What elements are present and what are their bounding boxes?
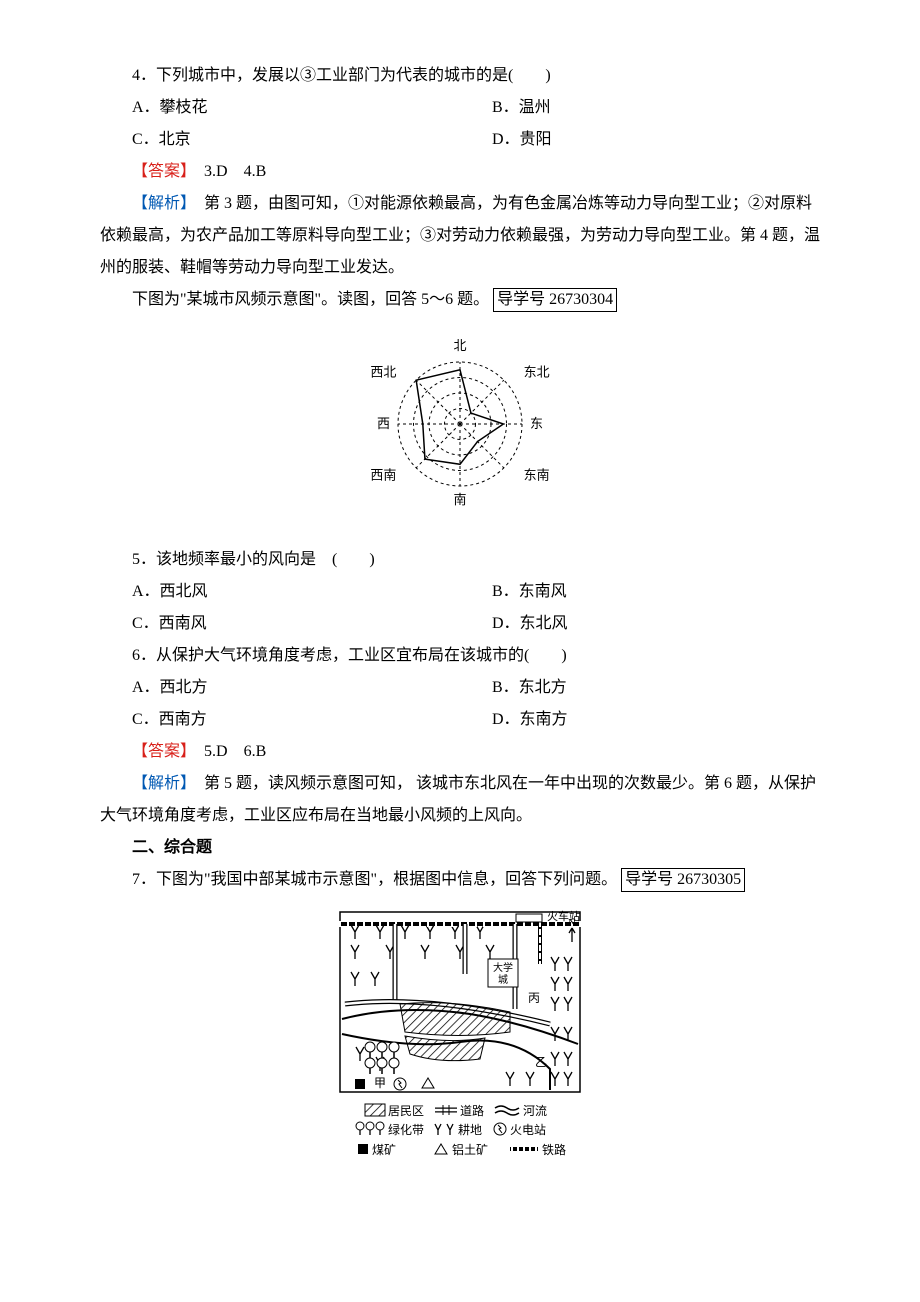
explanation-34: 【解析】 第 3 题，由图可知，①对能源依赖最高，为有色金属冶炼等动力导向型工业… [100, 188, 820, 284]
wind-rose-diagram: 北东北东东南南 西南 西 西北 [100, 324, 820, 536]
city-map-diagram: 火车站N大学城丙甲乙居民区道路河流绿化带耕地火电站煤矿铝土矿铁路 [100, 904, 820, 1196]
svg-text:东南: 东南 [524, 468, 550, 483]
svg-text:城: 城 [498, 974, 508, 986]
svg-text:甲: 甲 [374, 1076, 386, 1090]
question-6-options-row1: A．西北方 B．东北方 [100, 672, 820, 704]
q4-option-a: A．攀枝花 [100, 92, 460, 124]
guide-number-box: 导学号 26730304 [493, 288, 617, 312]
svg-text:火电站: 火电站 [510, 1123, 546, 1137]
svg-text:铝土矿: 铝土矿 [452, 1142, 488, 1157]
guide-number-box-2: 导学号 26730305 [621, 868, 745, 892]
svg-text:铁路: 铁路 [542, 1142, 566, 1157]
svg-text:河流: 河流 [523, 1104, 547, 1118]
svg-text:居民区: 居民区 [388, 1104, 424, 1118]
svg-text:西北: 西北 [370, 364, 396, 379]
question-4-text: 4．下列城市中，发展以③工业部门为代表的城市的是( ) [100, 60, 820, 92]
wind-rose-svg: 北东北东东南南 西南 西 西北 [330, 324, 590, 524]
svg-text:丙: 丙 [528, 991, 540, 1005]
explanation-56: 【解析】 第 5 题，读风频示意图可知， 该城市东北风在一年中出现的次数最少。第… [100, 768, 820, 832]
svg-text:绿化带: 绿化带 [388, 1122, 424, 1137]
city-map-svg: 火车站N大学城丙甲乙居民区道路河流绿化带耕地火电站煤矿铝土矿铁路 [310, 904, 610, 1184]
intro-56-text: 下图为"某城市风频示意图"。读图，回答 5～6 题。 [132, 291, 489, 308]
answer-34-text: 3.D 4.B [188, 163, 266, 180]
svg-text:东: 东 [530, 416, 543, 431]
svg-text:道路: 道路 [460, 1103, 484, 1118]
question-5-options-row2: C．西南风 D．东北风 [100, 608, 820, 640]
svg-text:西南: 西南 [370, 468, 396, 483]
intro-56: 下图为"某城市风频示意图"。读图，回答 5～6 题。 导学号 26730304 [100, 284, 820, 316]
explanation-56-text: 第 5 题，读风频示意图可知， 该城市东北风在一年中出现的次数最少。第 6 题，… [100, 775, 816, 824]
svg-text:煤矿: 煤矿 [372, 1143, 396, 1157]
question-5-text: 5．该地频率最小的风向是 ( ) [100, 544, 820, 576]
analysis-label: 【解析】 [132, 195, 188, 212]
q5-option-d: D．东北风 [460, 608, 820, 640]
question-6-text: 6．从保护大气环境角度考虑，工业区宜布局在该城市的( ) [100, 640, 820, 672]
question-4-options-row1: A．攀枝花 B．温州 [100, 92, 820, 124]
question-4-options-row2: C．北京 D．贵阳 [100, 124, 820, 156]
svg-text:南: 南 [453, 492, 466, 507]
answer-label: 【答案】 [132, 743, 188, 760]
q5-option-a: A．西北风 [100, 576, 460, 608]
svg-text:乙: 乙 [535, 1055, 547, 1069]
section-2-heading: 二、综合题 [100, 832, 820, 864]
q4-option-c: C．北京 [100, 124, 460, 156]
q7-text: 7．下图为"我国中部某城市示意图"，根据图中信息，回答下列问题。 [132, 871, 617, 888]
analysis-label: 【解析】 [132, 775, 188, 792]
question-6-options-row2: C．西南方 D．东南方 [100, 704, 820, 736]
q4-option-d: D．贵阳 [460, 124, 820, 156]
answer-34: 【答案】 3.D 4.B [100, 156, 820, 188]
explanation-34-text: 第 3 题，由图可知，①对能源依赖最高，为有色金属冶炼等动力导向型工业；②对原料… [100, 195, 820, 276]
answer-label: 【答案】 [132, 163, 188, 180]
svg-text:N: N [568, 917, 576, 929]
question-5-options-row1: A．西北风 B．东南风 [100, 576, 820, 608]
svg-text:东北: 东北 [524, 364, 550, 379]
answer-56: 【答案】 5.D 6.B [100, 736, 820, 768]
svg-text:大学: 大学 [493, 961, 513, 974]
svg-text:西: 西 [377, 416, 390, 431]
q4-option-b: B．温州 [460, 92, 820, 124]
answer-56-text: 5.D 6.B [188, 743, 266, 760]
q5-option-b: B．东南风 [460, 576, 820, 608]
svg-text:北: 北 [453, 338, 466, 353]
q6-option-d: D．东南方 [460, 704, 820, 736]
q5-option-c: C．西南风 [100, 608, 460, 640]
q6-option-c: C．西南方 [100, 704, 460, 736]
q6-option-a: A．西北方 [100, 672, 460, 704]
q6-option-b: B．东北方 [460, 672, 820, 704]
question-7-text: 7．下图为"我国中部某城市示意图"，根据图中信息，回答下列问题。 导学号 267… [100, 864, 820, 896]
svg-text:耕地: 耕地 [458, 1122, 482, 1137]
